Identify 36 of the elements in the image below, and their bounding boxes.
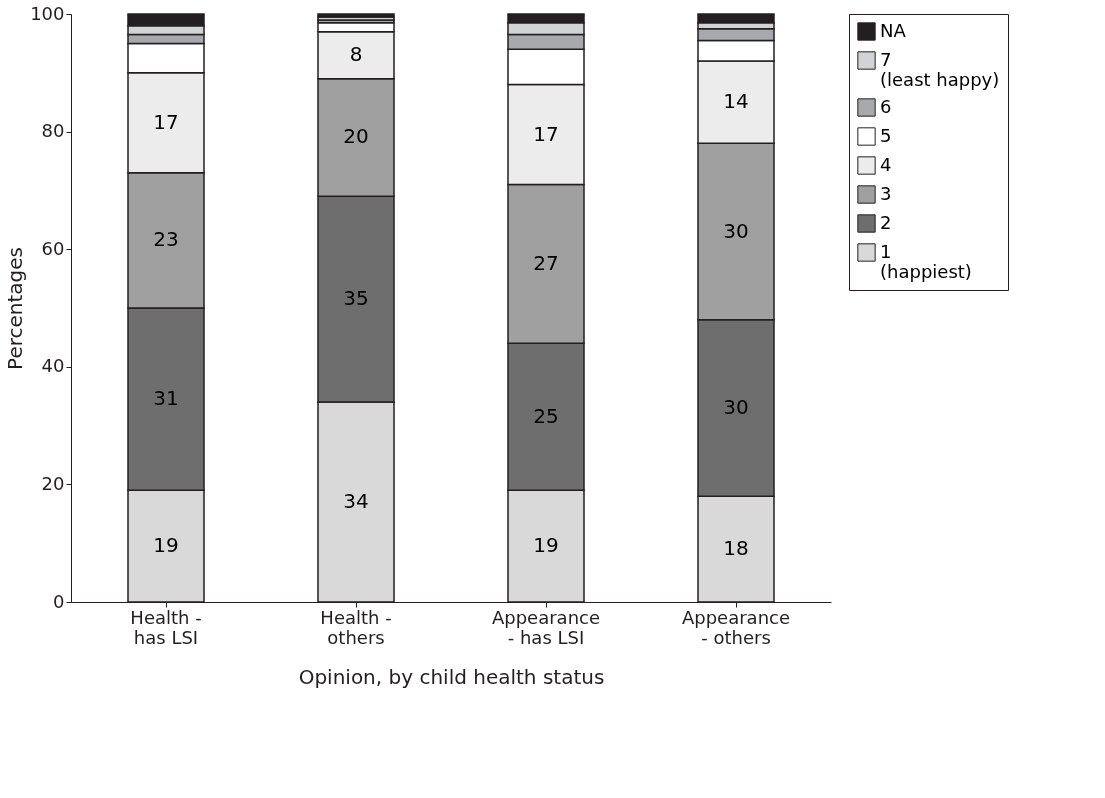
legend-label: 1 (happiest)	[880, 240, 972, 282]
legend-label: 3	[880, 182, 892, 204]
data-label: 31	[153, 386, 179, 411]
data-label: 27	[533, 250, 559, 275]
data-label: 30	[723, 394, 749, 419]
data-label: 20	[343, 124, 369, 149]
data-label: 14	[723, 89, 749, 114]
y-tick-label: 80	[41, 120, 65, 142]
data-label: 19	[533, 533, 559, 558]
y-tick-label: 40	[41, 355, 65, 377]
data-label: 25	[533, 403, 559, 428]
data-label: 35	[343, 286, 369, 311]
legend-label: 7 (least happy)	[880, 48, 1000, 90]
data-label: 18	[723, 536, 749, 561]
x-tick-label: Appearance - has LSI	[491, 606, 601, 648]
y-tick-label: 20	[41, 472, 65, 494]
legend-label: 4	[880, 153, 892, 175]
x-tick-label: Health - others	[320, 606, 392, 648]
data-label: 30	[723, 218, 749, 243]
data-label: 17	[533, 121, 559, 146]
y-tick-label: 0	[53, 590, 65, 612]
y-tick-label: 60	[41, 237, 65, 259]
x-axis-title: Opinion, by child health status	[298, 664, 605, 689]
legend-label: NA	[880, 19, 907, 41]
legend-label: 6	[880, 95, 892, 117]
data-label: 23	[153, 227, 179, 252]
data-label: 19	[153, 533, 179, 558]
x-tick-label: Health - has LSI	[130, 606, 202, 648]
legend-label: 5	[880, 124, 892, 146]
y-axis-title: Percentages	[3, 247, 28, 370]
data-label: 8	[349, 42, 363, 67]
x-tick-label: Appearance - others	[681, 606, 791, 648]
data-label: 17	[153, 109, 179, 134]
y-tick-label: 100	[30, 2, 65, 24]
legend-label: 2	[880, 211, 892, 233]
data-label: 34	[343, 489, 369, 514]
